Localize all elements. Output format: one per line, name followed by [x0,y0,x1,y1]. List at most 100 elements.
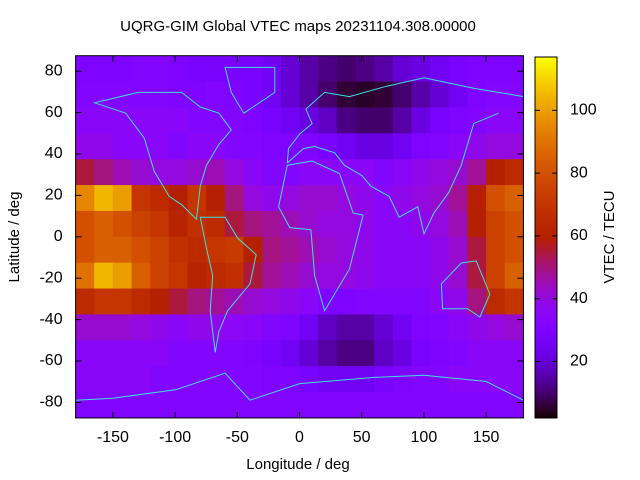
heatmap-cell [168,81,188,108]
heatmap-cell [355,366,375,393]
heatmap-cell [336,236,356,264]
heatmap-cell [318,55,338,82]
heatmap-cell [392,107,412,134]
colorbar-segment [535,237,557,242]
heatmap-cell [299,314,319,341]
colorbar-segment [535,378,557,383]
heatmap-cell [150,159,170,186]
heatmap-cell [168,366,188,393]
heatmap-cell [131,210,151,238]
heatmap-cell [448,288,468,315]
colorbar-segment [535,303,557,308]
heatmap-cell [430,314,450,341]
heatmap-cell [374,55,394,82]
colorbar-segment [535,306,557,311]
coastline [224,66,276,114]
colorbar-segment [535,396,557,401]
heatmap-cell [150,262,170,289]
colorbar-segment [535,366,557,371]
heatmap-cell [430,340,450,367]
colorbar-segment [535,402,557,407]
heatmap-cell [280,55,300,82]
colorbar-segment [535,255,557,260]
heatmap-cell [374,210,394,238]
heatmap-cell [243,133,263,160]
coastlines [75,66,524,401]
heatmap-cell [243,185,263,212]
colorbar-segment [535,99,557,103]
colorbar-segment [535,72,557,76]
heatmap-cell [131,262,151,289]
heatmap-cell [75,392,95,419]
coastline [286,77,524,236]
heatmap-cell [206,366,226,393]
colorbar-segment [535,249,557,254]
colorbar-tick-label: 20 [570,353,588,370]
heatmap-cell [374,159,394,186]
heatmap-cell [131,159,151,186]
colorbar-tick-label: 80 [570,164,588,181]
colorbar-segment [535,264,557,269]
colorbar-segment [535,315,557,320]
heatmap-cell [504,55,524,82]
colorbar-segment [535,351,557,356]
heatmap-cell [486,107,506,134]
heatmap-cell [430,133,450,160]
heatmap-cell [318,210,338,238]
heatmap-cell [112,288,132,315]
heatmap-cell [168,262,188,289]
heatmap-cell [411,236,431,264]
colorbar-segment [535,171,557,175]
colorbar-segment [535,393,557,398]
heatmap-cell [486,55,506,82]
heatmap-cell [355,288,375,315]
heatmap-cell [504,210,524,238]
colorbar-segment [535,300,557,305]
heatmap-cell [168,392,188,419]
colorbar-segment [535,261,557,266]
heatmap-cell [243,210,263,238]
heatmap-cell [411,210,431,238]
heatmap-cell [355,185,375,212]
heatmap-cell [430,366,450,393]
colorbar-segment [535,135,557,139]
heatmap-cell [75,366,95,393]
heatmap-cell [392,185,412,212]
heatmap-cell [430,81,450,108]
heatmap-cell [467,288,487,315]
heatmap-cell [150,210,170,238]
heatmap-cell [262,340,282,367]
colorbar-segment [535,309,557,314]
heatmap-cell [206,133,226,160]
colorbar-segment [535,207,557,211]
colorbar-segment [535,159,557,163]
colorbar-label: VTEC / TECU [601,190,618,283]
heatmap-cell [168,288,188,315]
heatmap-cell [131,366,151,393]
heatmap-cell [94,262,114,289]
colorbar-segment [535,228,557,232]
heatmap-cell [224,236,244,264]
heatmap-cell [75,107,95,134]
heatmap-cell [131,314,151,341]
heatmap-cell [206,55,226,82]
heatmap-cell [187,288,207,315]
colorbar-segment [535,63,557,67]
heatmap-cell [411,340,431,367]
colorbar-segment [535,60,557,64]
heatmap-cell [355,55,375,82]
heatmap-cell [131,107,151,134]
heatmap-cell [504,366,524,393]
heatmap-cell [374,262,394,289]
heatmap-cell [336,133,356,160]
heatmap-cell [448,314,468,341]
colorbar-segment [535,405,557,410]
heatmap-cell [374,185,394,212]
heatmap-cell [467,185,487,212]
colorbar-segment [535,93,557,97]
heatmap-cell [374,340,394,367]
colorbar-segment [535,288,557,293]
heatmap-cell [430,392,450,419]
heatmap-cell [224,81,244,108]
heatmap-cell [355,314,375,341]
